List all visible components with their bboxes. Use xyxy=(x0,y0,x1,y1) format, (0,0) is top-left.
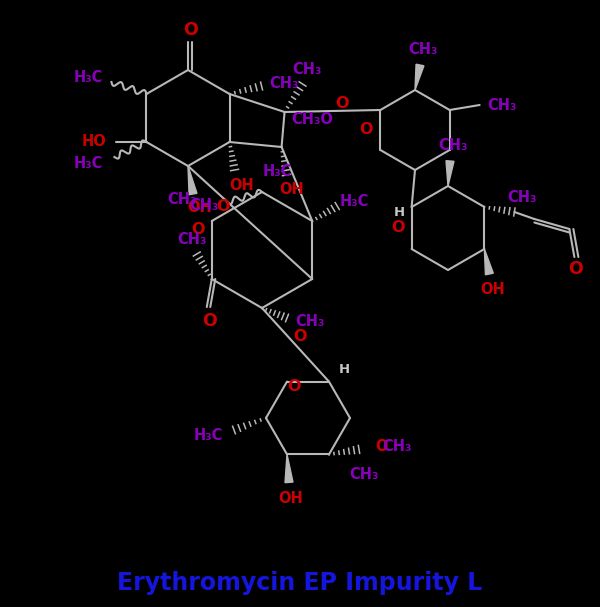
Text: CH₃: CH₃ xyxy=(269,76,298,92)
Text: CH₃O: CH₃O xyxy=(292,112,334,127)
Text: CH₃: CH₃ xyxy=(439,138,467,154)
Polygon shape xyxy=(415,64,424,90)
Text: O: O xyxy=(202,312,217,330)
Polygon shape xyxy=(484,249,493,275)
Text: O: O xyxy=(191,222,205,237)
Text: CH₃: CH₃ xyxy=(349,467,379,482)
Text: O: O xyxy=(287,379,301,394)
Text: Erythromycin EP Impurity L: Erythromycin EP Impurity L xyxy=(118,571,482,595)
Text: H: H xyxy=(394,206,405,219)
Text: CH₃: CH₃ xyxy=(382,439,412,454)
Text: O: O xyxy=(294,330,307,344)
Text: O: O xyxy=(359,123,373,138)
Text: OH: OH xyxy=(480,282,505,296)
Text: CH₃: CH₃ xyxy=(190,198,218,214)
Text: OH: OH xyxy=(279,181,304,197)
Text: O: O xyxy=(216,199,230,214)
Text: H₃C: H₃C xyxy=(262,164,292,180)
Text: O: O xyxy=(568,260,583,278)
Polygon shape xyxy=(188,166,197,195)
Text: OH: OH xyxy=(188,200,212,215)
Text: CH₃: CH₃ xyxy=(508,189,537,205)
Text: CH₃: CH₃ xyxy=(177,231,206,246)
Text: H₃C: H₃C xyxy=(74,157,103,172)
Text: CH₃: CH₃ xyxy=(409,42,437,58)
Text: O: O xyxy=(336,95,349,110)
Text: HO: HO xyxy=(82,135,107,149)
Text: H₃C: H₃C xyxy=(74,70,103,86)
Polygon shape xyxy=(446,161,454,186)
Text: H₃C: H₃C xyxy=(340,194,369,208)
Text: CH₃: CH₃ xyxy=(487,98,517,112)
Text: CH₃: CH₃ xyxy=(167,192,197,208)
Polygon shape xyxy=(285,455,293,483)
Text: OH: OH xyxy=(278,491,304,506)
Text: OH: OH xyxy=(229,178,254,194)
Text: O: O xyxy=(391,220,404,236)
Text: CH₃: CH₃ xyxy=(292,63,321,78)
Text: CH₃: CH₃ xyxy=(295,314,325,330)
Text: O: O xyxy=(375,439,387,454)
Text: H: H xyxy=(338,363,350,376)
Text: H₃C: H₃C xyxy=(193,429,223,444)
Text: O: O xyxy=(182,21,197,39)
